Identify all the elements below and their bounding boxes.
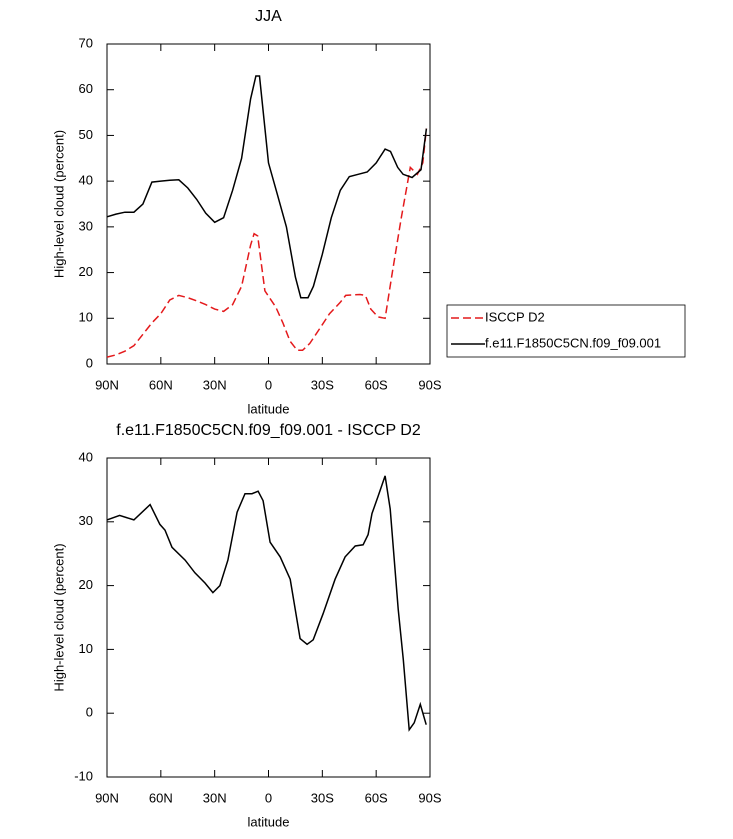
y-tick-label: 20	[79, 264, 93, 279]
y-tick-label: 50	[79, 127, 93, 142]
x-tick-label: 30N	[203, 790, 227, 805]
x-tick-label: 0	[265, 790, 272, 805]
x-tick-label: 60N	[149, 790, 173, 805]
y-tick-label: 30	[79, 218, 93, 233]
y-tick-label: 30	[79, 513, 93, 528]
y-tick-label: 20	[79, 577, 93, 592]
y-axis-label: High-level cloud (percent)	[51, 543, 66, 691]
data-line	[106, 128, 428, 358]
x-tick-label: 60S	[365, 790, 388, 805]
x-tick-label: 90S	[418, 790, 441, 805]
x-tick-label: 90N	[95, 790, 119, 805]
legend-label: f.e11.F1850C5CN.f09_f09.001	[485, 335, 661, 350]
y-tick-label: 0	[86, 705, 93, 720]
x-tick-label: 60N	[149, 377, 173, 392]
y-tick-label: 70	[79, 35, 93, 50]
x-tick-label: 60S	[365, 377, 388, 392]
y-tick-label: 10	[79, 310, 93, 325]
x-tick-label: 30S	[311, 377, 334, 392]
y-tick-label: 40	[79, 173, 93, 188]
plot-frame	[106, 43, 431, 365]
x-tick-label: 30S	[311, 790, 334, 805]
y-tick-label: 60	[79, 81, 93, 96]
x-tick-label: 0	[265, 377, 272, 392]
chart-title: JJA	[255, 8, 282, 25]
y-tick-label: 10	[79, 641, 93, 656]
legend-box	[446, 304, 686, 358]
y-tick-label: 40	[79, 449, 93, 464]
legend-label: ISCCP D2	[485, 309, 545, 324]
x-axis-label: latitude	[248, 814, 290, 829]
data-line	[106, 475, 427, 732]
y-tick-label: -10	[74, 768, 93, 783]
x-tick-label: 90S	[418, 377, 441, 392]
x-tick-label: 30N	[203, 377, 227, 392]
y-tick-label: 0	[86, 355, 93, 370]
chart-title: f.e11.F1850C5CN.f09_f09.001 - ISCCP D2	[116, 422, 421, 439]
plot-frame	[106, 457, 431, 778]
x-axis-label: latitude	[248, 401, 290, 416]
y-axis-label: High-level cloud (percent)	[51, 130, 66, 278]
data-line	[106, 75, 428, 299]
x-tick-label: 90N	[95, 377, 119, 392]
